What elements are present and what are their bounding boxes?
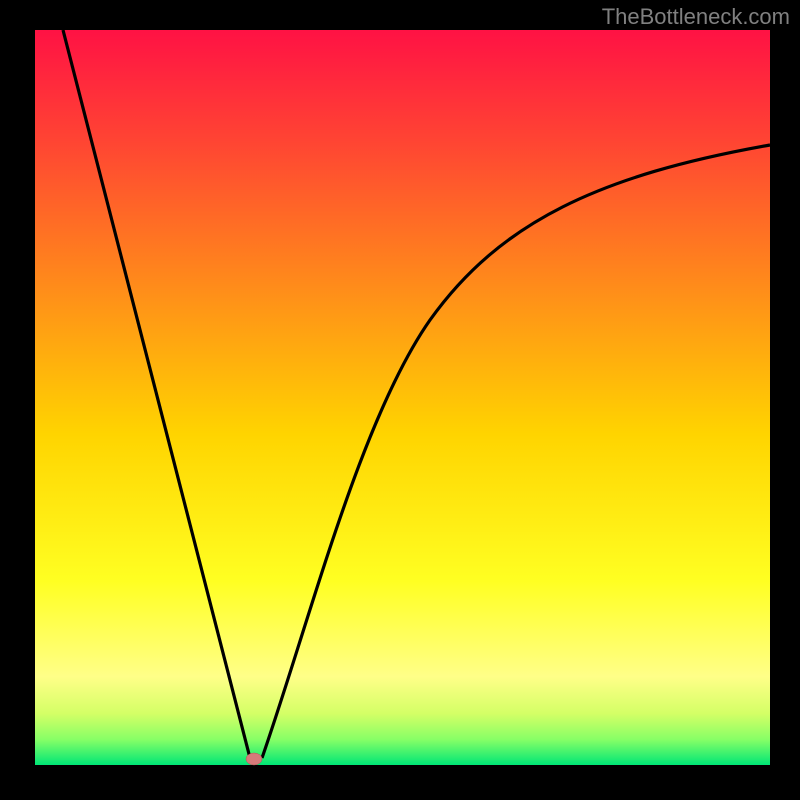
- watermark-text: TheBottleneck.com: [602, 4, 790, 30]
- chart-container: TheBottleneck.com: [0, 0, 800, 800]
- optimum-marker: [246, 753, 262, 765]
- bottleneck-curve-chart: [0, 0, 800, 800]
- plot-background: [35, 30, 770, 765]
